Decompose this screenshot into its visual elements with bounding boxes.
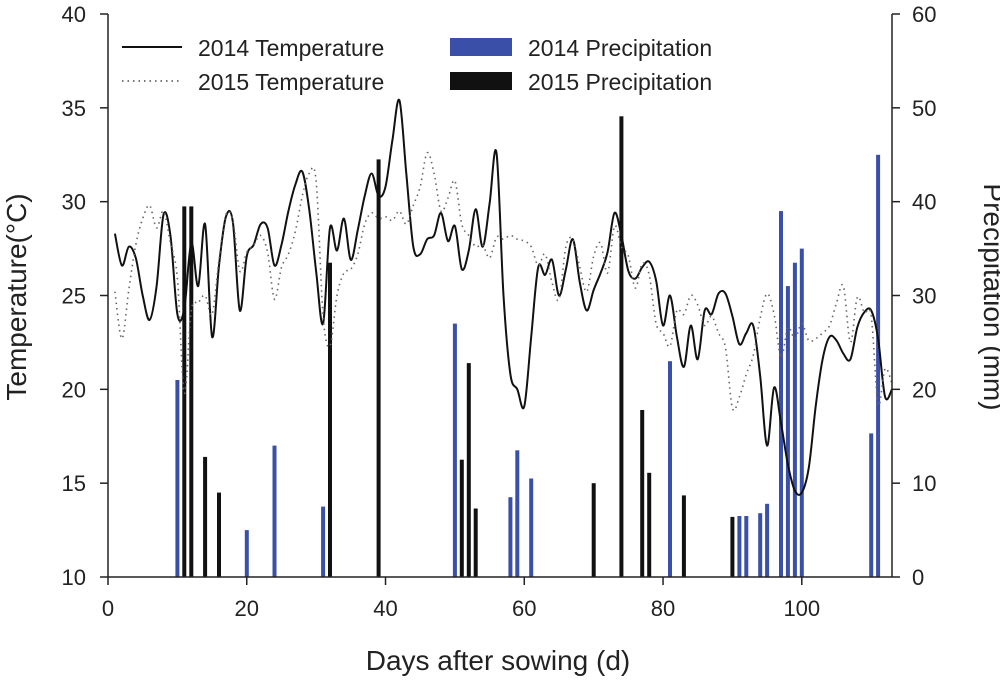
y-right-tick-label-0: 0 [912, 565, 924, 590]
bar-2014-precipitation-day-58 [508, 497, 513, 577]
y-right-tick-label-20: 20 [912, 377, 936, 402]
bar-2014-precipitation-day-50 [452, 323, 457, 577]
y-left-tick-label-10: 10 [62, 565, 86, 590]
x-tick-label-60: 60 [512, 596, 536, 621]
lines-layer [113, 98, 893, 496]
legend-swatch-2015-precipitation [450, 72, 512, 90]
y-left-tick-label-35: 35 [62, 96, 86, 121]
y-right-tick-label-40: 40 [912, 190, 936, 215]
bar-2014-precipitation-day-100 [799, 248, 804, 577]
bar-2014-precipitation-day-95 [765, 503, 770, 577]
bar-2014-precipitation-day-91 [737, 516, 742, 577]
bar-2015-precipitation-day-52 [466, 363, 471, 577]
legend-label-2014-precipitation: 2014 Precipitation [528, 35, 712, 61]
bar-2015-precipitation-day-12 [189, 206, 194, 577]
y-axis-title-right: Precipitation (mm) [978, 183, 1000, 410]
line-2014-temperature [113, 98, 893, 496]
y-left-tick-label-15: 15 [62, 471, 86, 496]
bar-2015-precipitation-day-74 [619, 116, 624, 578]
line-2015-temperature [114, 151, 893, 412]
bar-2014-precipitation-day-10 [175, 380, 180, 577]
bar-2014-precipitation-day-97 [779, 211, 783, 577]
bar-2015-precipitation-day-14 [203, 456, 208, 577]
y-right-tick-label-30: 30 [912, 284, 936, 309]
bar-2015-precipitation-day-83 [681, 495, 686, 577]
bar-2014-precipitation-day-20 [244, 530, 249, 577]
bar-2014-precipitation-day-99 [792, 262, 797, 577]
bar-2014-precipitation-day-92 [744, 516, 749, 577]
bar-2015-precipitation-day-11 [182, 206, 187, 577]
x-tick-label-20: 20 [235, 596, 259, 621]
y-axis-title-left: Temperature(°C) [1, 193, 32, 400]
x-tick-label-40: 40 [373, 596, 397, 621]
bar-2014-precipitation-day-110 [869, 433, 874, 577]
bar-2014-precipitation-day-24 [272, 445, 277, 577]
legend-swatch-2014-precipitation [450, 38, 512, 56]
axes-layer: 0 20 40 60 80 100 10 15 20 25 30 35 40 0 10 20 30 40 50 60 [62, 2, 937, 621]
legend-label-2015-precipitation: 2015 Precipitation [528, 69, 712, 95]
y-right-tick-label-10: 10 [912, 471, 936, 496]
bar-2015-precipitation-day-70 [591, 483, 596, 577]
bar-2014-precipitation-day-94 [758, 513, 763, 577]
bar-2015-precipitation-day-16 [217, 492, 221, 577]
bar-2014-precipitation-day-31 [321, 506, 326, 577]
bar-2014-precipitation-day-98 [785, 286, 790, 577]
y-left-tick-label-40: 40 [62, 2, 86, 27]
bar-2015-precipitation-day-53 [473, 508, 478, 577]
y-left-tick-label-30: 30 [62, 190, 86, 215]
y-right-tick-label-60: 60 [912, 2, 936, 27]
legend-label-2014-temperature: 2014 Temperature [198, 35, 384, 61]
legend-label-2015-temperature: 2015 Temperature [198, 69, 384, 95]
bar-2015-precipitation-day-39 [376, 159, 381, 577]
x-tick-label-100: 100 [783, 596, 820, 621]
bar-2015-precipitation-day-90 [730, 516, 735, 577]
x-axis-title: Days after sowing (d) [366, 645, 631, 676]
y-left-tick-label-20: 20 [62, 377, 86, 402]
bar-2014-precipitation-day-59 [515, 450, 520, 577]
bar-2014-precipitation-day-111 [876, 154, 881, 578]
bar-2014-precipitation-day-61 [529, 478, 534, 577]
x-tick-label-0: 0 [102, 596, 114, 621]
bar-2015-precipitation-day-78 [647, 472, 652, 577]
bar-2015-precipitation-day-51 [459, 459, 464, 577]
legend: 2014 Temperature 2015 Temperature 2014 P… [122, 35, 712, 95]
bar-2014-precipitation-day-81 [668, 361, 672, 577]
bars-layer [175, 116, 881, 578]
y-right-tick-label-50: 50 [912, 96, 936, 121]
bar-2015-precipitation-day-77 [640, 410, 645, 577]
bar-2015-precipitation-day-32 [328, 262, 332, 577]
x-tick-label-80: 80 [651, 596, 675, 621]
y-left-tick-label-25: 25 [62, 284, 86, 309]
